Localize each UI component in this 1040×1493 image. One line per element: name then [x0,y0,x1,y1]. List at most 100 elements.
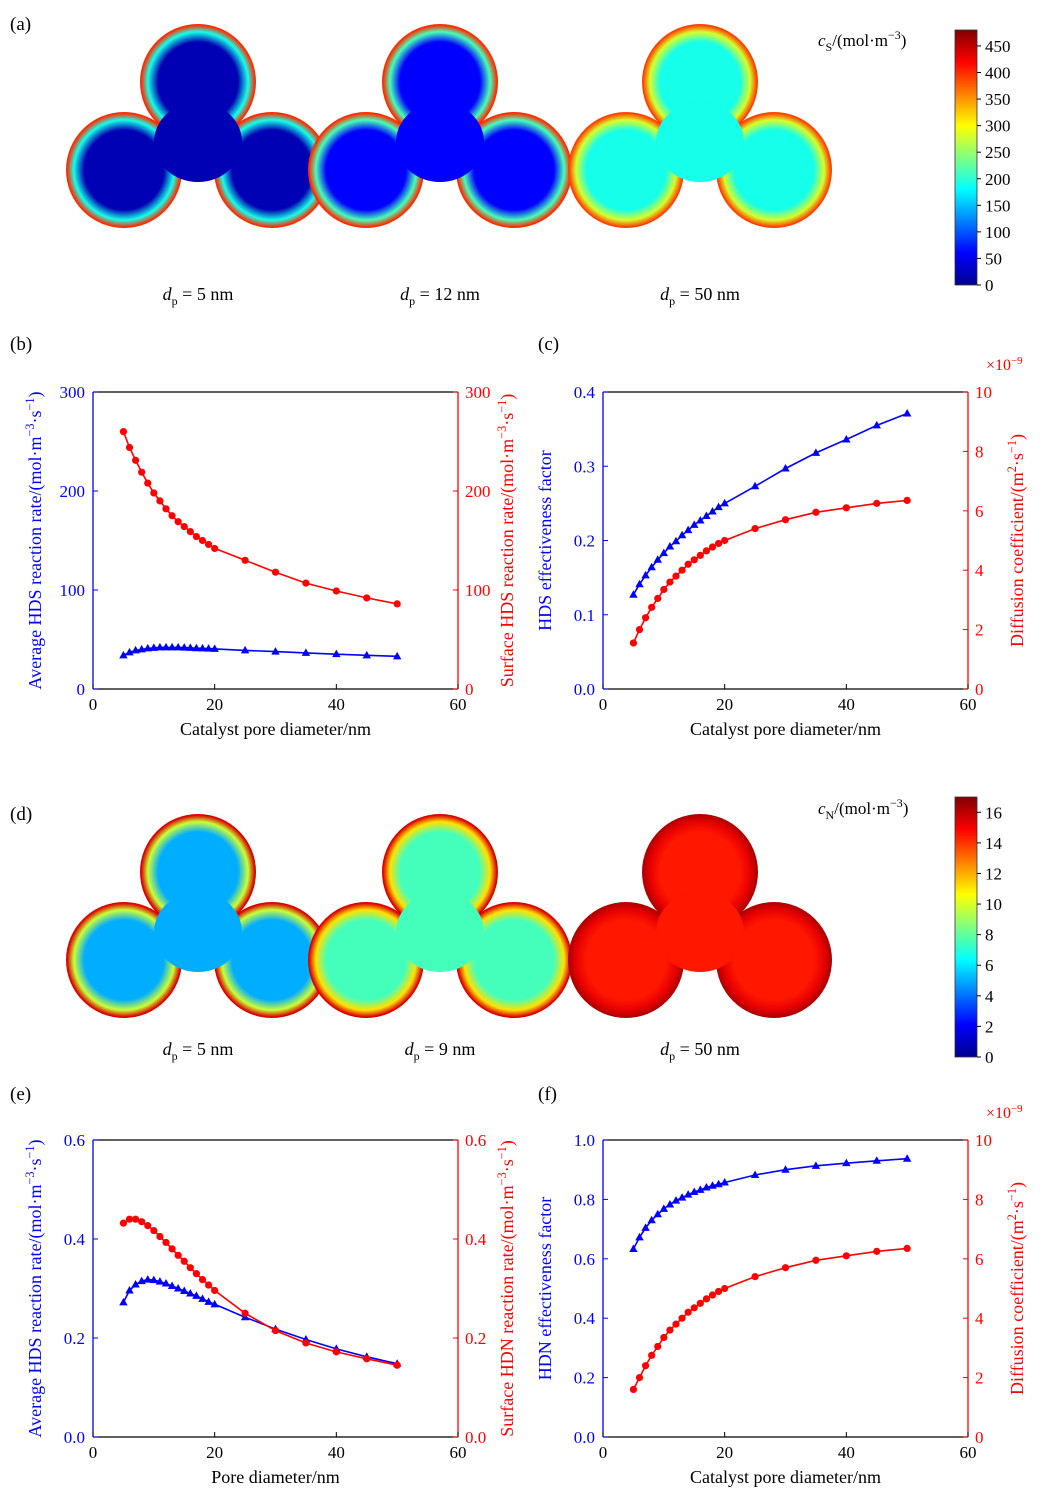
y-left-tick-label: 0.0 [574,1428,595,1447]
x-tick-label: 40 [838,695,855,714]
data-point [654,594,662,603]
data-point [654,1342,662,1351]
colorbar-tick-label: 150 [985,196,1011,215]
data-point [665,541,675,550]
chart-f: (f) 0 20 40 60 0.0 0.2 0.4 0.6 0.8 1.0 0 2 4 6 8 10 ×10−9… [535,1084,1028,1487]
data-point [903,1244,911,1253]
data-point [635,1232,644,1241]
x-tick-label: 20 [206,1443,223,1462]
data-point [750,481,760,490]
colorbar [954,796,978,1058]
data-point [271,647,280,655]
data-point [647,562,656,571]
series-left [629,409,912,598]
contour-shape-3 [568,814,832,1018]
data-point [131,456,140,464]
data-point [751,525,759,533]
y-left-tick-label: 0.4 [64,1230,86,1249]
data-point [696,515,705,524]
data-point [660,1333,668,1342]
x-tick-label: 60 [960,1443,977,1462]
data-point [684,560,692,568]
data-point [241,1309,249,1317]
contour-shape-3 [568,24,832,228]
x-tick-label: 40 [328,695,345,714]
data-point [720,1177,729,1186]
y-left-tick-label: 0.6 [574,1250,595,1269]
y-right-tick-label: 0.2 [465,1329,486,1348]
colorbar-title: cN/(mol·m−3) [818,796,908,822]
x-tick-label: 0 [599,1443,608,1462]
series-line [632,1157,908,1250]
data-point [363,594,371,602]
lobe-fill [643,815,757,929]
data-point [125,443,134,452]
y-right-tick-label: 300 [465,383,491,402]
data-point [635,626,644,634]
y-left-tick-label: 0.1 [574,606,595,625]
data-point [174,518,182,526]
x-tick-label: 40 [838,1443,855,1462]
x-axis-label: Catalyst pore diameter/nm [690,719,881,739]
colorbar-tick-label: 200 [985,170,1011,189]
data-point [629,1244,638,1252]
data-point [131,645,140,654]
colorbar-tick-label: 0 [985,276,994,295]
colorbar-tick-label: 0 [985,1048,994,1067]
y-left-tick-label: 100 [60,581,86,600]
data-point [690,1187,699,1195]
lobe-fill [717,113,831,227]
data-point [302,1339,310,1347]
data-point [150,489,158,497]
y-left-axis-label: Average HDS reaction rate/(mol·m−3·s−1) [23,1139,46,1437]
data-point [186,527,194,536]
colorbar-tick-label: 4 [985,987,994,1006]
data-point [672,1320,680,1328]
data-point [781,463,790,472]
data-point [167,642,177,651]
data-point [198,643,207,652]
core-fill [154,892,242,972]
data-point [647,1215,656,1224]
core-fill [656,102,744,182]
data-point [332,587,340,595]
y-right-tick-label: 200 [465,482,491,501]
data-point [301,648,311,656]
y-left-tick-label: 0 [77,680,86,699]
data-point [143,643,152,652]
lobe-fill [717,903,831,1017]
data-point [629,590,638,598]
y-right-axis-label: Diffusion coefficient/(m2·s−1) [1005,434,1028,647]
data-point [708,543,717,551]
data-point [161,642,171,651]
y-left-tick-label: 0.4 [574,383,596,402]
y-left-tick-label: 0.8 [574,1190,595,1209]
y-right-tick-label: 0 [465,680,474,699]
y-left-axis-label: HDS effectiveness factor [535,450,555,631]
data-point [186,1288,195,1297]
data-point [902,1154,912,1162]
colorbar-tick-label: 300 [985,117,1011,136]
data-point [186,1264,194,1272]
y-right-tick-label: 0 [975,1428,984,1447]
data-point [271,568,280,576]
data-point [204,644,213,652]
x-tick-label: 60 [450,1443,467,1462]
data-point [125,1215,134,1223]
series-line [123,646,398,658]
data-point [666,578,674,586]
colorbar-tick-label: 6 [985,956,994,975]
data-point [240,645,250,654]
data-point [143,1275,152,1283]
data-point [641,1223,650,1231]
panel-label-a: (a) [10,14,31,35]
data-point [125,647,134,656]
data-point [781,516,790,524]
data-point [393,600,401,608]
y-left-tick-label: 0.3 [574,457,595,476]
x-axis-label: Pore diameter/nm [211,1467,339,1487]
x-tick-label: 20 [716,1443,733,1462]
data-point [186,643,195,651]
y-left-tick-label: 1.0 [574,1131,595,1150]
data-point [708,507,717,515]
